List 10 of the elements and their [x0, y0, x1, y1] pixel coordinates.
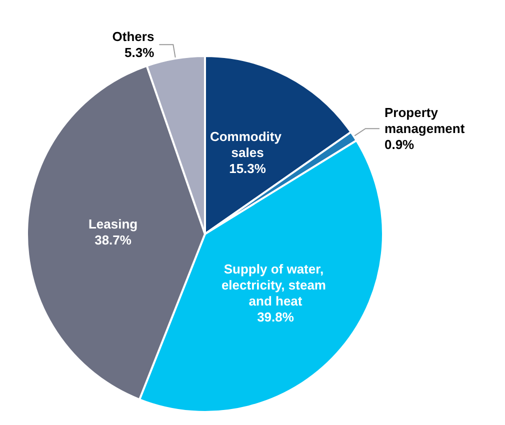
slice-label: Leasing — [88, 216, 138, 232]
slice-label: Others — [112, 29, 154, 44]
data-label: 0.9% — [384, 137, 415, 152]
data-label: 15.3% — [229, 160, 266, 176]
data-label: 38.7% — [94, 232, 132, 248]
slice-label: Commodity sales — [210, 128, 286, 160]
data-label: 39.8% — [257, 310, 294, 325]
data-label: 5.3% — [124, 45, 155, 60]
slice-label: Property management — [384, 105, 466, 136]
slice-label: Supply of water, electricity, steam and heat — [221, 262, 330, 309]
